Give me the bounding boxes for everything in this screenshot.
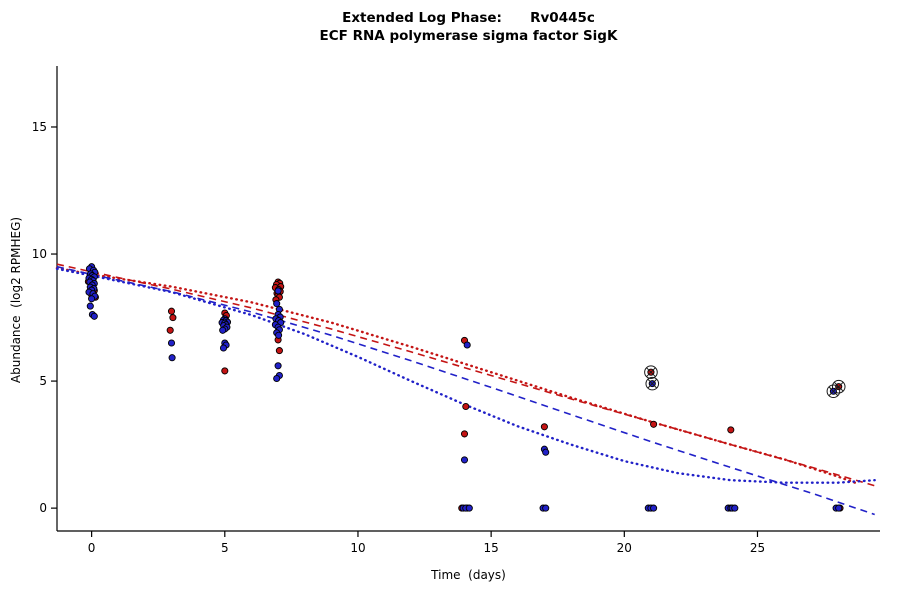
data-point-blue <box>167 339 176 347</box>
flag-x-marker <box>647 378 658 389</box>
data-point-blue <box>542 448 550 456</box>
red-dotted-fit <box>55 266 860 486</box>
x-tick-label: 25 <box>750 541 765 555</box>
x-tick-label: 0 <box>88 541 96 555</box>
x-tick-label: 5 <box>221 541 229 555</box>
data-point-blue <box>219 326 227 334</box>
x-axis-label: Time (days) <box>431 568 506 582</box>
y-tick-label: 5 <box>39 374 47 388</box>
y-tick-label: 15 <box>32 120 47 134</box>
chart-title-line1: Extended Log Phase: Rv0445c <box>342 10 595 26</box>
data-point-blue <box>274 362 282 370</box>
data-point-blue <box>460 456 469 464</box>
x-tick-label: 10 <box>350 541 365 555</box>
flag-x-marker <box>828 386 839 397</box>
data-point-blue <box>463 341 471 349</box>
data-point-blue <box>542 504 550 512</box>
data-point-red <box>169 314 177 322</box>
data-point-red <box>727 426 735 434</box>
data-point-red <box>460 430 469 438</box>
data-point-red <box>650 420 658 428</box>
data-point-red <box>166 326 174 334</box>
data-point-red <box>462 402 470 411</box>
data-point-blue <box>274 287 282 295</box>
y-tick-label: 10 <box>32 247 47 261</box>
flag-x-marker <box>646 367 656 378</box>
data-point-blue <box>835 504 843 512</box>
data-point-blue <box>273 374 281 383</box>
blue-dashed-fit <box>56 265 875 516</box>
data-point-blue <box>731 504 739 512</box>
x-tick-label: 15 <box>483 541 498 555</box>
y-axis-label: Abundance (log2 RPMHEG) <box>9 216 23 384</box>
blue-dotted-fit <box>55 267 876 484</box>
data-point-red <box>167 307 176 315</box>
data-point-blue <box>273 300 281 308</box>
flag-circle-marker <box>644 365 658 379</box>
data-point-blue <box>86 302 94 310</box>
data-point-blue <box>465 504 473 512</box>
data-point-blue <box>219 344 228 352</box>
data-point-red <box>275 347 283 355</box>
data-point-blue <box>275 331 283 339</box>
data-point-blue <box>90 312 98 320</box>
y-tick-label: 0 <box>39 501 47 515</box>
data-point-red <box>540 423 548 431</box>
flag-circle-marker <box>826 384 841 399</box>
data-point-blue <box>88 295 96 303</box>
flag-circle-marker <box>831 379 846 394</box>
x-tick-label: 20 <box>617 541 632 555</box>
red-dashed-fit <box>56 263 878 488</box>
data-point-blue <box>168 354 176 362</box>
chart-title-line2: ECF RNA polymerase sigma factor SigK <box>319 28 618 44</box>
data-point-blue <box>650 504 658 512</box>
data-point-red <box>221 367 229 375</box>
flag-circle-marker <box>645 376 660 391</box>
